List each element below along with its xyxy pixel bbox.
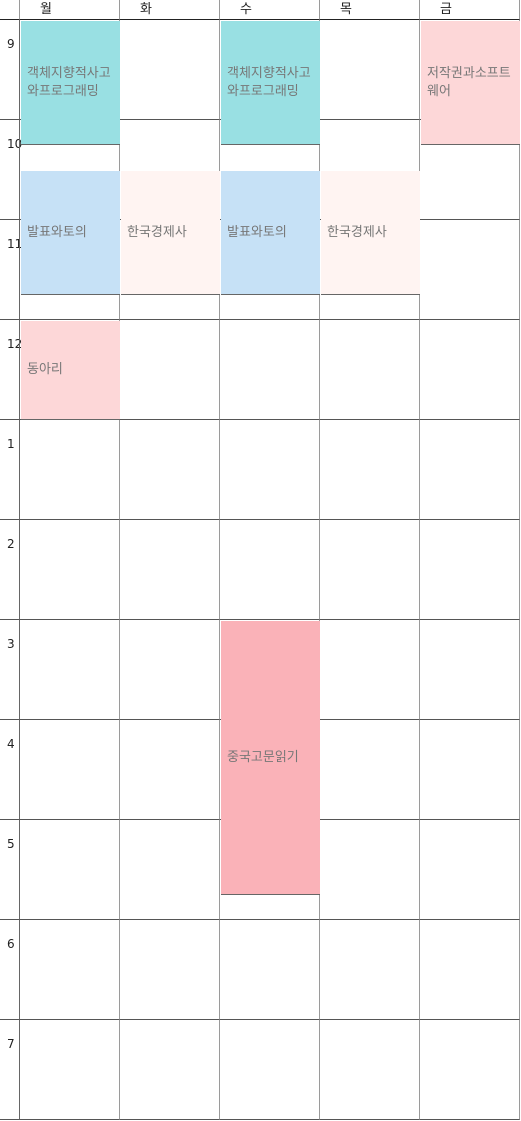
class-block[interactable]: 동아리 [21, 321, 120, 420]
time-slot[interactable] [420, 620, 520, 720]
hour-label: 4 [7, 737, 15, 751]
hour-label: 3 [7, 637, 15, 651]
class-name: 동아리 [27, 362, 63, 377]
corner-header [0, 0, 20, 20]
hour-cell [0, 220, 20, 320]
time-slot[interactable] [120, 20, 220, 120]
time-slot[interactable] [20, 720, 120, 820]
time-slot[interactable] [120, 720, 220, 820]
time-slot[interactable] [320, 420, 420, 520]
hour-cell [0, 420, 20, 520]
hour-label: 10 [7, 137, 23, 151]
day-header: 금 [420, 0, 520, 20]
time-slot[interactable] [320, 620, 420, 720]
time-slot[interactable] [120, 420, 220, 520]
class-name: 저작권과소프트웨어 [427, 65, 511, 99]
time-slot[interactable] [420, 920, 520, 1020]
time-slot[interactable] [420, 820, 520, 920]
class-block[interactable]: 발표와토의 [21, 171, 120, 295]
hour-cell [0, 720, 20, 820]
hour-cell [0, 320, 20, 420]
time-slot[interactable] [420, 320, 520, 420]
hour-label: 11 [7, 237, 23, 251]
time-slot[interactable] [320, 920, 420, 1020]
class-block[interactable]: 발표와토의 [221, 171, 320, 295]
hour-cell [0, 520, 20, 620]
hour-label: 5 [7, 837, 15, 851]
day-header: 목 [320, 0, 420, 20]
time-slot[interactable] [20, 520, 120, 620]
class-block[interactable]: 저작권과소프트웨어 [421, 21, 520, 145]
hour-cell [0, 820, 20, 920]
time-slot[interactable] [420, 720, 520, 820]
class-name: 중국고문읽기 [227, 749, 299, 765]
hour-cell [0, 120, 20, 220]
class-block[interactable]: 객체지향적사고와프로그래밍 [221, 21, 320, 145]
time-slot[interactable] [320, 720, 420, 820]
time-slot[interactable] [120, 620, 220, 720]
class-name: 객체지향적사고와프로그래밍 [27, 65, 111, 99]
class-name: 발표와토의 [27, 224, 87, 240]
class-name: 한국경제사 [127, 224, 187, 240]
class-name: 한국경제사 [327, 224, 387, 240]
time-slot[interactable] [420, 220, 520, 320]
time-slot[interactable] [320, 20, 420, 120]
time-slot[interactable] [20, 620, 120, 720]
time-slot[interactable] [120, 820, 220, 920]
time-slot[interactable] [420, 1020, 520, 1120]
class-block[interactable]: 객체지향적사고와프로그래밍 [21, 21, 120, 145]
time-slot[interactable] [220, 1020, 320, 1120]
class-name: 발표와토의 [227, 224, 287, 240]
hour-cell [0, 920, 20, 1020]
class-block[interactable]: 한국경제사 [321, 171, 420, 295]
hour-label: 6 [7, 937, 15, 951]
time-slot[interactable] [420, 520, 520, 620]
time-slot[interactable] [120, 520, 220, 620]
time-slot[interactable] [20, 1020, 120, 1120]
hour-label: 1 [7, 437, 15, 451]
time-slot[interactable] [220, 320, 320, 420]
day-header: 월 [20, 0, 120, 20]
time-slot[interactable] [220, 420, 320, 520]
hour-label: 12 [7, 337, 23, 351]
class-block[interactable]: 한국경제사 [121, 171, 220, 295]
time-slot[interactable] [20, 820, 120, 920]
class-name: 객체지향적사고와프로그래밍 [227, 65, 311, 99]
time-slot[interactable] [120, 920, 220, 1020]
hour-label: 9 [7, 37, 15, 51]
time-slot[interactable] [420, 420, 520, 520]
time-slot[interactable] [120, 320, 220, 420]
time-slot[interactable] [320, 320, 420, 420]
hour-label: 7 [7, 1037, 15, 1051]
hour-label: 2 [7, 537, 15, 551]
day-header: 화 [120, 0, 220, 20]
day-header: 수 [220, 0, 320, 20]
time-slot[interactable] [120, 1020, 220, 1120]
time-slot[interactable] [20, 920, 120, 1020]
time-slot[interactable] [320, 820, 420, 920]
time-slot[interactable] [20, 420, 120, 520]
time-slot[interactable] [320, 1020, 420, 1120]
hour-cell [0, 1020, 20, 1120]
time-slot[interactable] [420, 120, 520, 220]
time-slot[interactable] [320, 520, 420, 620]
time-slot[interactable] [220, 520, 320, 620]
class-block[interactable]: 중국고문읽기 [221, 621, 320, 895]
hour-cell [0, 20, 20, 120]
time-slot[interactable] [220, 920, 320, 1020]
hour-cell [0, 620, 20, 720]
